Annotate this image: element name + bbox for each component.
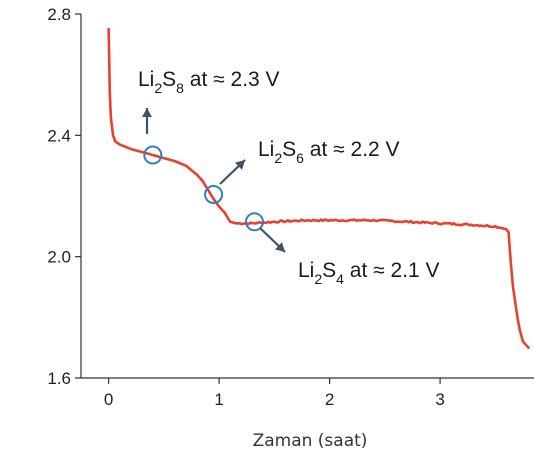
annotation-label: Li2S4 at ≈ 2.1 V [298, 259, 440, 287]
x-tick-label: 0 [104, 390, 113, 409]
x-tick-label: 3 [435, 390, 444, 409]
axes [80, 14, 534, 379]
plateau-marker [204, 184, 224, 204]
x-tick-label: 2 [325, 390, 334, 409]
arrow-head [142, 108, 152, 117]
y-tick-label: 2.0 [47, 248, 71, 267]
ticks: 1.6 2.0 2.4 2.8 0 1 2 3 [47, 5, 444, 409]
plateau-marker [244, 212, 264, 232]
annotation-label: Li2S6 at ≈ 2.2 V [258, 138, 400, 166]
series-line [107, 27, 530, 349]
arrow-head [235, 160, 245, 170]
annotation-label: Li2S8 at ≈ 2.3 V [138, 68, 280, 96]
x-tick-label: 1 [214, 390, 223, 409]
x-axis-label: Zaman (saat) [253, 431, 368, 451]
annotations: Li2S8 at ≈ 2.3 V Li2S6 at ≈ 2.2 V Li2S4 at… [138, 68, 440, 287]
plateau-marker [143, 145, 163, 165]
y-tick-label: 2.8 [47, 5, 71, 24]
arrow-head [275, 242, 285, 252]
y-tick-label: 2.4 [47, 126, 71, 145]
y-tick-label: 1.6 [47, 369, 71, 388]
